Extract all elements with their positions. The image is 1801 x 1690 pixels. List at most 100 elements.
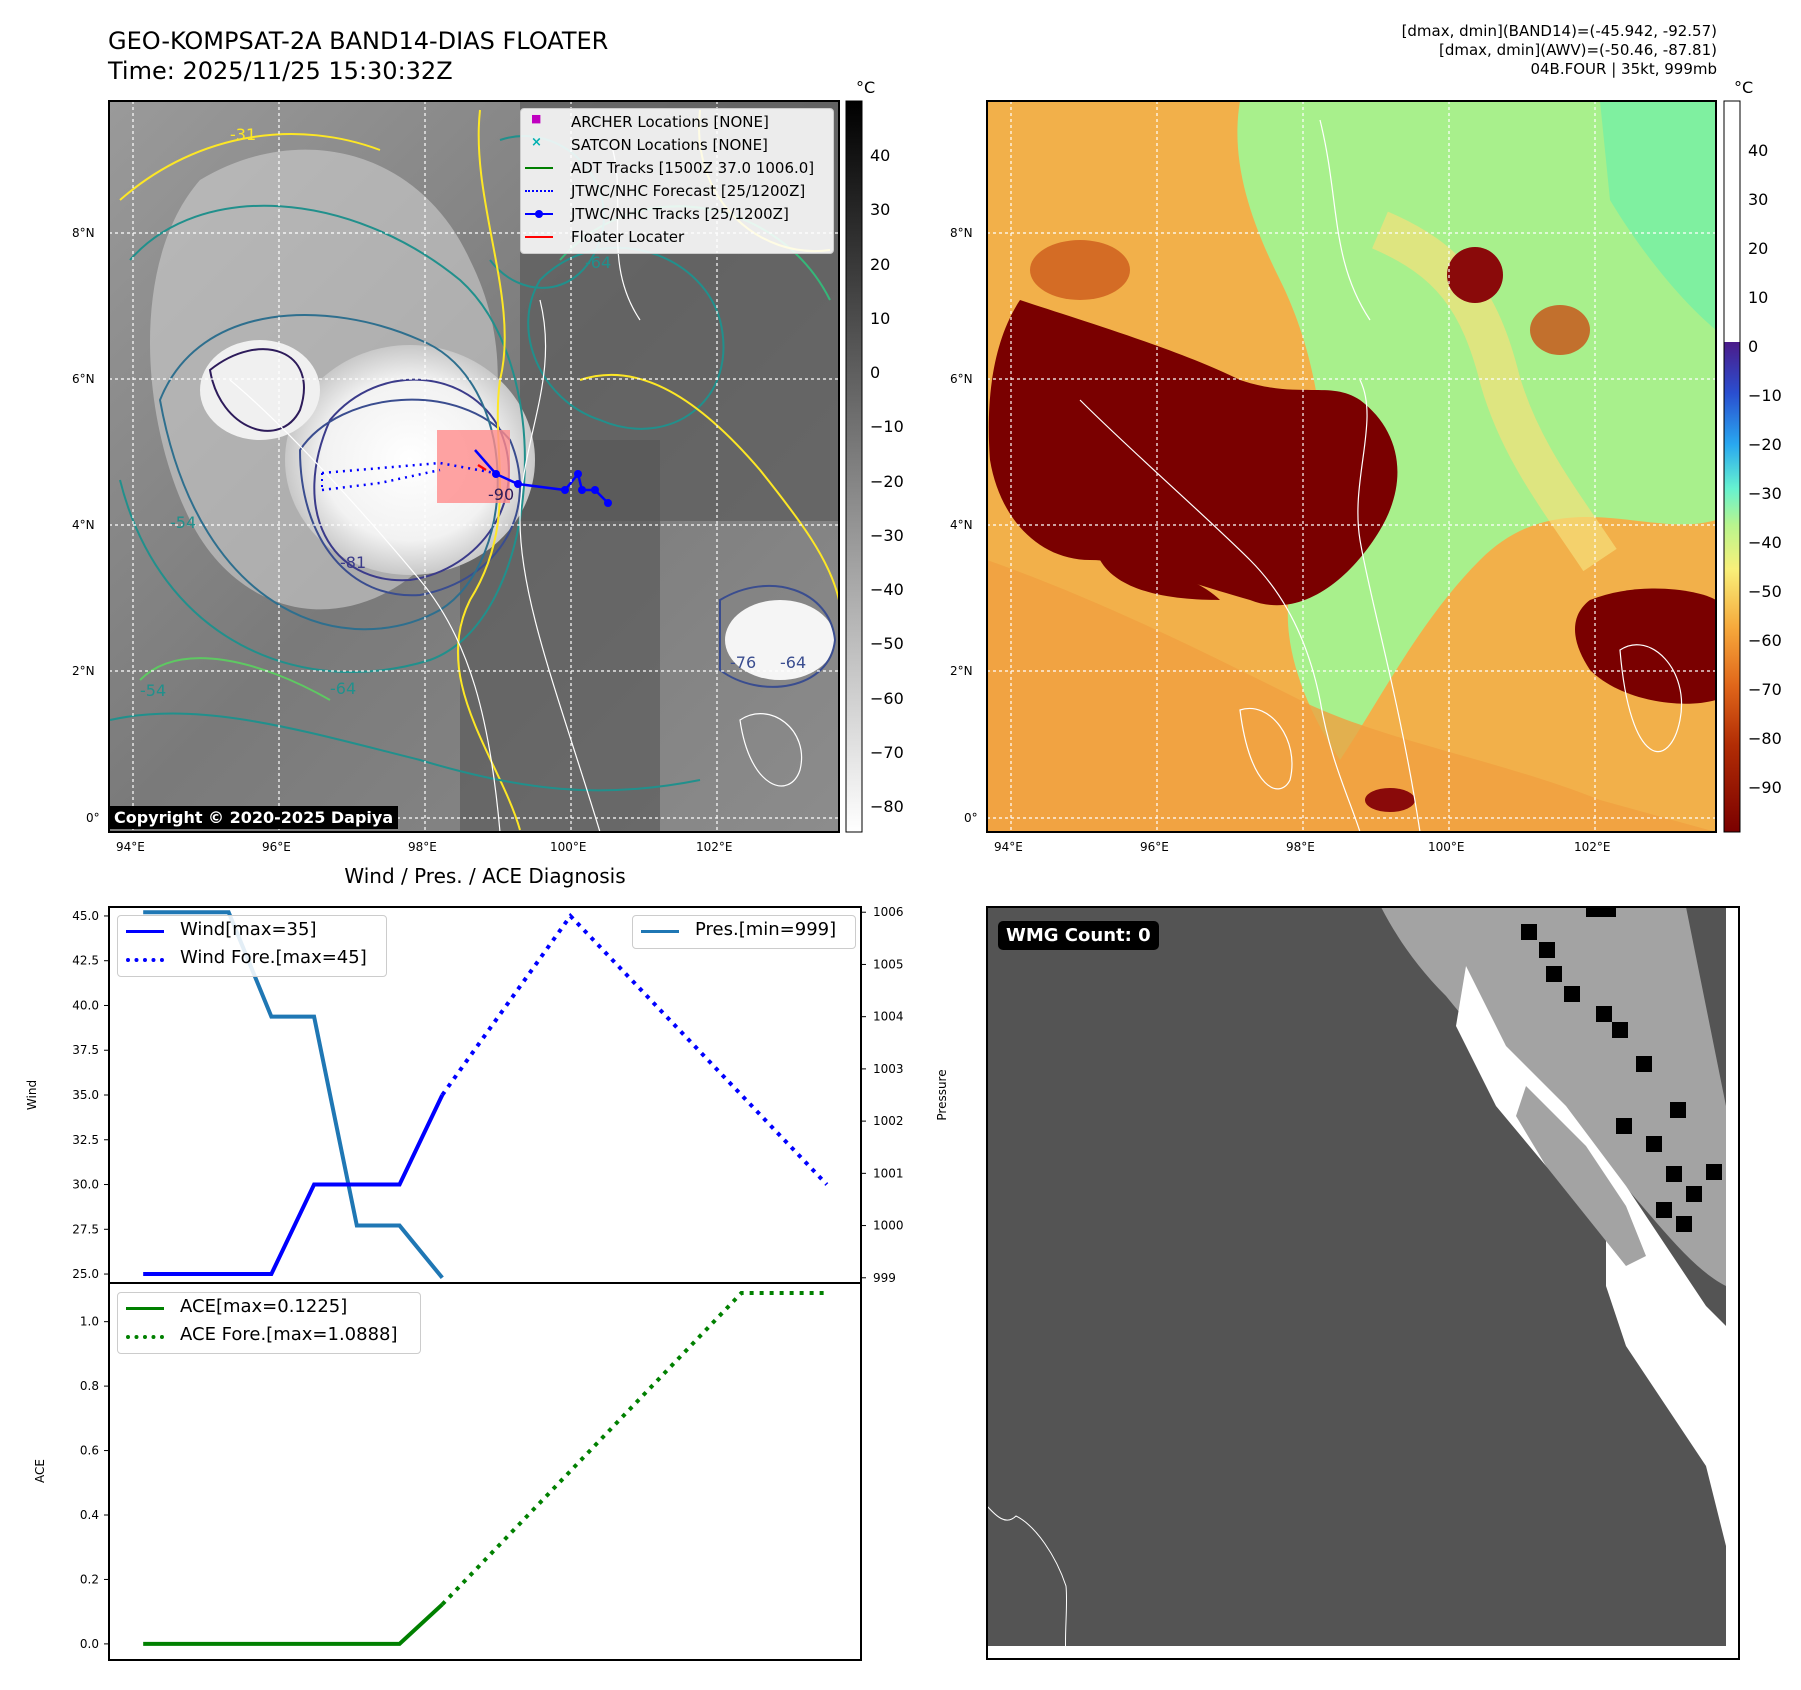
- pressure-tick-label: 1003: [873, 1062, 904, 1076]
- info-awv: [dmax, dmin](AWV)=(-50.46, -87.81): [1438, 41, 1717, 59]
- title-satellite: GEO-KOMPSAT-2A BAND14-DIAS FLOATER: [108, 27, 609, 55]
- wind-line: [143, 1094, 445, 1277]
- wv-colorbar-tick: −80: [1748, 729, 1782, 748]
- dotted-line-icon: [126, 958, 164, 962]
- legend-ace-fore: ACE Fore.[max=1.0888]: [180, 1324, 398, 1345]
- wv-colorbar-tick: −40: [1748, 533, 1782, 552]
- track-point: [578, 486, 586, 494]
- wv-lat-label: 2°N: [950, 664, 973, 678]
- ir-colorbar-tick: 10: [870, 309, 891, 328]
- jtwc-forecast-track: [321, 461, 496, 475]
- ir-lon-label: 96°E: [262, 840, 291, 854]
- ir-lat-label: 0°: [86, 811, 100, 825]
- copyright-badge: Copyright © 2020-2025 Dapiya: [109, 806, 399, 829]
- legend-archer: ARCHER Locations [NONE]: [571, 113, 769, 131]
- wv-colorbar-tick: −60: [1748, 631, 1782, 650]
- contour-label: -64: [780, 653, 806, 672]
- pressure-legend: Pres.[min=999]: [632, 915, 856, 949]
- legend-jtwc-forecast: JTWC/NHC Forecast [25/1200Z]: [571, 182, 806, 200]
- ace-tick-label: 0.2: [80, 1572, 99, 1586]
- ace-tick-label: 1.0: [80, 1315, 99, 1329]
- track-point: [574, 470, 582, 478]
- ir-lat-label: 4°N: [72, 518, 95, 532]
- info-storm: 04B.FOUR | 35kt, 999mb: [1530, 60, 1717, 78]
- ir-lon-label: 100°E: [550, 840, 587, 854]
- ir-lon-label: 94°E: [116, 840, 145, 854]
- contour-label: -64: [585, 253, 611, 272]
- line-icon: [126, 1307, 164, 1310]
- wv-colorbar-tick: −20: [1748, 435, 1782, 454]
- ir-colorbar-tick: −30: [870, 526, 904, 545]
- ir-lon-label: 98°E: [408, 840, 437, 854]
- wind-tick-label: 32.5: [72, 1133, 99, 1147]
- wv-colorbar-tick: −70: [1748, 680, 1782, 699]
- pressure-tick-label: 1000: [873, 1219, 904, 1233]
- wv-colorbar-tick: 0: [1748, 337, 1759, 356]
- ir-colorbar-tick: −80: [870, 797, 904, 816]
- wind-forecast-line: [440, 912, 829, 1186]
- wv-colorbar-tick: −30: [1748, 484, 1782, 503]
- wv-lon-label: 100°E: [1428, 840, 1465, 854]
- ir-colorbar-tick: −60: [870, 689, 904, 708]
- wv-map-panel: [986, 100, 1741, 833]
- legend-adt: ADT Tracks [1500Z 37.0 1006.0]: [571, 159, 815, 177]
- pressure-tick-label: 1006: [873, 905, 904, 919]
- wind-tick-label: 45.0: [72, 909, 99, 923]
- ace-tick-label: 0.6: [80, 1444, 99, 1458]
- ace-axis-label: ACE: [33, 1459, 47, 1483]
- wmg-count-badge: WMG Count: 0: [998, 921, 1159, 950]
- wv-lon-label: 98°E: [1286, 840, 1315, 854]
- wv-colorbar-tick: −50: [1748, 582, 1782, 601]
- moist-region: [1237, 101, 1716, 760]
- wv-colorbar-tick: 30: [1748, 190, 1769, 209]
- wind-tick-label: 40.0: [72, 998, 99, 1012]
- track-point: [561, 486, 569, 494]
- floater-locater: [477, 463, 487, 472]
- wind-tick-label: 37.5: [72, 1043, 99, 1057]
- ir-colorbar: [845, 100, 863, 833]
- wv-lon-label: 96°E: [1140, 840, 1169, 854]
- info-band14: [dmax, dmin](BAND14)=(-45.942, -92.57): [1401, 22, 1717, 40]
- square-icon: ■: [531, 112, 542, 125]
- ace-legend: ACE[max=0.1225] ACE Fore.[max=1.0888]: [117, 1292, 421, 1354]
- line-icon: [641, 930, 679, 933]
- contour-label: -54: [140, 681, 166, 700]
- wv-lat-label: 0°: [964, 811, 978, 825]
- contour-label: -90: [488, 485, 514, 504]
- track-point: [492, 470, 500, 478]
- wv-colorbar-tick: 40: [1748, 141, 1769, 160]
- ir-colorbar-tick: 30: [870, 200, 891, 219]
- wind-tick-label: 35.0: [72, 1088, 99, 1102]
- ir-colorbar-tick: −70: [870, 743, 904, 762]
- wv-colorbar-tick: 10: [1748, 288, 1769, 307]
- pressure-tick-label: 999: [873, 1271, 896, 1285]
- track-point: [604, 499, 612, 507]
- wind-tick-label: 25.0: [72, 1267, 99, 1281]
- ace-tick-label: 0.4: [80, 1508, 99, 1522]
- diagnosis-chart: 45.0 42.5 40.0 37.5 35.0 32.5 30.0 27.5 25.0 100…: [25, 905, 949, 1661]
- wv-colorbar: [1723, 100, 1741, 833]
- line-icon: [525, 167, 553, 169]
- ir-colorbar-tick: 40: [870, 146, 891, 165]
- ir-lon-label: 102°E: [696, 840, 733, 854]
- contour-label: -76: [730, 653, 756, 672]
- legend-wind: Wind[max=35]: [180, 919, 317, 940]
- wv-colorbar-tick: 20: [1748, 239, 1769, 258]
- legend-ace: ACE[max=0.1225]: [180, 1296, 348, 1317]
- pressure-tick-label: 1001: [873, 1166, 904, 1180]
- wind-tick-label: 30.0: [72, 1178, 99, 1192]
- track-point: [591, 486, 599, 494]
- dotted-line-icon: [525, 190, 553, 192]
- ir-colorbar-tick: −20: [870, 472, 904, 491]
- ace-forecast-line: [440, 1291, 827, 1606]
- ace-tick-label: 0.8: [80, 1379, 99, 1393]
- line-icon: [525, 236, 553, 238]
- wv-lat-label: 6°N: [950, 372, 973, 386]
- pressure-line: [143, 910, 444, 1280]
- wmg-panel: [986, 906, 1740, 1660]
- wv-lat-label: 4°N: [950, 518, 973, 532]
- ir-colorbar-tick: 0: [870, 363, 881, 382]
- diagnosis-title: Wind / Pres. / ACE Diagnosis: [344, 864, 626, 888]
- figure-info: [dmax, dmin](BAND14)=(-45.942, -92.57) […: [1402, 22, 1717, 79]
- figure-title: GEO-KOMPSAT-2A BAND14-DIAS FLOATER Time:…: [108, 26, 608, 86]
